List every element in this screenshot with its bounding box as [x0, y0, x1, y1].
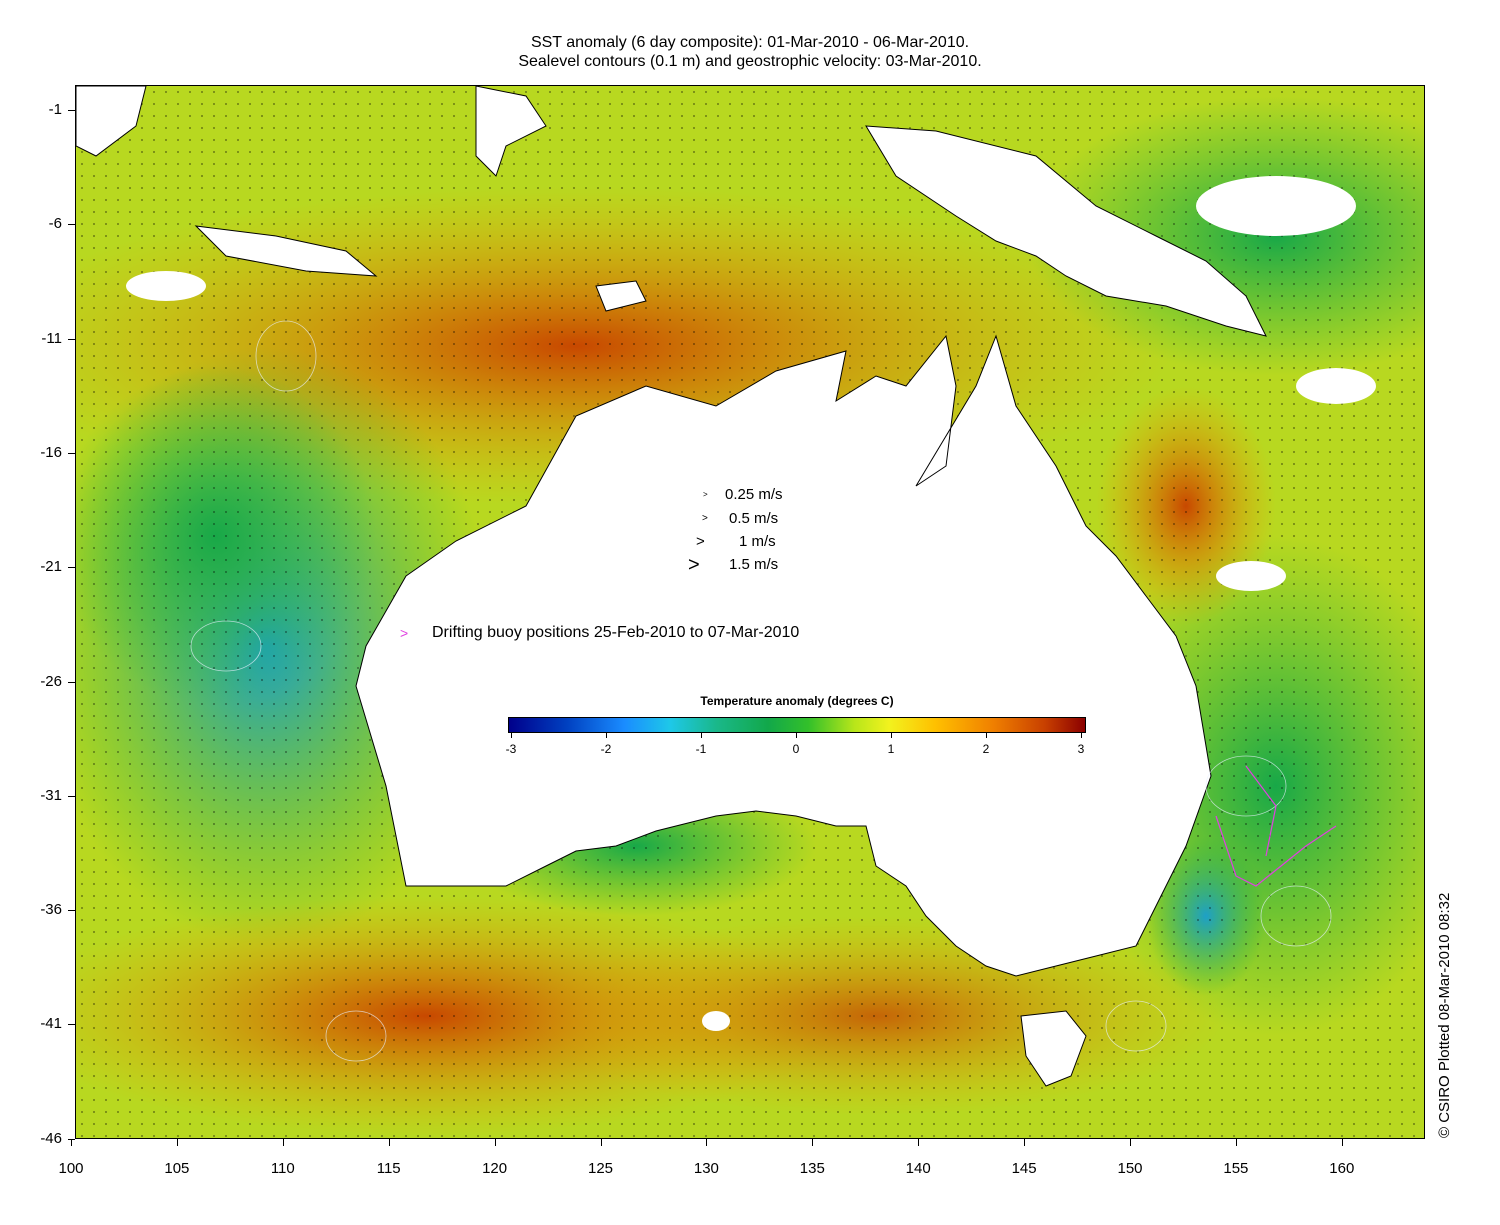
x-tick-mark: [1024, 1139, 1026, 1146]
x-tick-mark: [1130, 1139, 1131, 1146]
colorbar-tick-label: 3: [1077, 742, 1085, 756]
colorbar-tick-mark: [796, 733, 797, 738]
y-tick-mark: [68, 681, 75, 683]
tasmania: [1020, 1010, 1087, 1087]
colorbar-tick-mark: [701, 733, 702, 738]
x-tick-label: 115: [376, 1160, 401, 1177]
sealevel-contours: [190, 320, 1332, 1062]
colorbar-tick-label: -2: [600, 742, 612, 756]
y-tick-mark: [68, 224, 75, 226]
y-tick-label: -1: [48, 101, 62, 118]
velocity-label-0: 0.25 m/s: [725, 486, 783, 503]
arrow-glyph-2: >: [696, 533, 705, 550]
buoy-tracks: [1215, 765, 1337, 887]
velocity-label-1: 0.5 m/s: [729, 510, 779, 527]
x-tick-label: 100: [58, 1160, 84, 1177]
x-tick-mark: [494, 1139, 496, 1146]
velocity-label-2: 1 m/s: [739, 533, 776, 550]
x-tick-label: 135: [799, 1160, 825, 1177]
x-tick-label: 110: [270, 1160, 295, 1177]
y-tick-label: -11: [41, 329, 62, 347]
x-tick-mark: [706, 1139, 708, 1146]
colorbar-tick-label: -3: [505, 742, 517, 756]
java-island: [194, 225, 378, 277]
title-line-1: SST anomaly (6 day composite): 01-Mar-20…: [530, 34, 970, 51]
x-tick-mark: [388, 1139, 390, 1146]
sst-map: [76, 86, 1424, 1138]
x-tick-mark: [282, 1139, 284, 1146]
y-tick-label: -16: [40, 443, 62, 461]
velocity-label-3: 1.5 m/s: [729, 556, 779, 573]
australia-landmass: [355, 334, 1212, 977]
y-tick-mark: [68, 338, 75, 340]
x-tick-label: 130: [693, 1160, 719, 1177]
x-tick-mark: [1341, 1139, 1343, 1146]
y-tick-label: -31: [40, 786, 62, 804]
y-tick-mark: [68, 110, 75, 111]
x-tick-mark: [600, 1139, 602, 1146]
colorbar-tick-mark: [1081, 733, 1082, 738]
timor: [595, 280, 647, 312]
y-tick-label: -41: [40, 1015, 62, 1033]
x-tick-mark: [1235, 1139, 1237, 1146]
map-panel: [75, 85, 1425, 1139]
colorbar-tick-mark: [511, 733, 512, 738]
new-guinea: [865, 125, 1267, 337]
colorbar-tick-label: 2: [982, 742, 990, 756]
colorbar-tick-label: -1: [695, 742, 707, 756]
x-tick-label: 120: [482, 1160, 508, 1177]
sulawesi: [475, 86, 547, 177]
y-tick-label: -21: [40, 558, 62, 576]
buoy-marker-icon: >: [400, 625, 409, 641]
x-tick-mark: [176, 1139, 178, 1146]
colorbar-tick-mark: [986, 733, 987, 738]
arrow-glyph-1: >: [702, 513, 708, 524]
x-tick-label: 155: [1223, 1160, 1249, 1177]
y-tick-mark: [68, 795, 75, 797]
colorbar: [508, 717, 1086, 733]
credit-text: © CSIRO Plotted 08-Mar-2010 08:32: [1436, 892, 1453, 1138]
y-tick-mark: [68, 910, 75, 912]
y-tick-mark: [68, 452, 75, 454]
y-tick-label: -36: [40, 901, 62, 919]
x-tick-mark: [812, 1139, 814, 1146]
colorbar-title: Temperature anomaly (degrees C): [700, 694, 894, 708]
y-tick-label: -6: [48, 215, 62, 233]
y-tick-label: -46: [40, 1129, 62, 1147]
colorbar-tick-label: 0: [792, 742, 800, 756]
arrow-glyph-0: >: [703, 490, 708, 499]
colorbar-tick-label: 1: [887, 742, 895, 756]
buoy-legend-label: Drifting buoy positions 25-Feb-2010 to 0…: [432, 624, 800, 641]
x-tick-mark: [71, 1139, 72, 1146]
colorbar-tick-mark: [606, 733, 607, 738]
y-tick-label: -26: [40, 672, 62, 690]
colorbar-tick-mark: [891, 733, 892, 738]
y-tick-mark: [68, 567, 75, 569]
x-tick-mark: [918, 1139, 920, 1146]
borneo-edge: [76, 86, 147, 157]
x-tick-label: 125: [587, 1160, 614, 1177]
arrow-glyph-3: >: [688, 554, 700, 576]
title-line-2: Sealevel contours (0.1 m) and geostrophi…: [518, 53, 982, 70]
y-tick-mark: [68, 1024, 75, 1026]
x-tick-label: 145: [1011, 1160, 1037, 1177]
x-tick-label: 160: [1329, 1160, 1355, 1177]
x-tick-label: 105: [164, 1160, 190, 1177]
x-tick-label: 150: [1117, 1160, 1143, 1177]
x-tick-label: 140: [905, 1160, 931, 1177]
